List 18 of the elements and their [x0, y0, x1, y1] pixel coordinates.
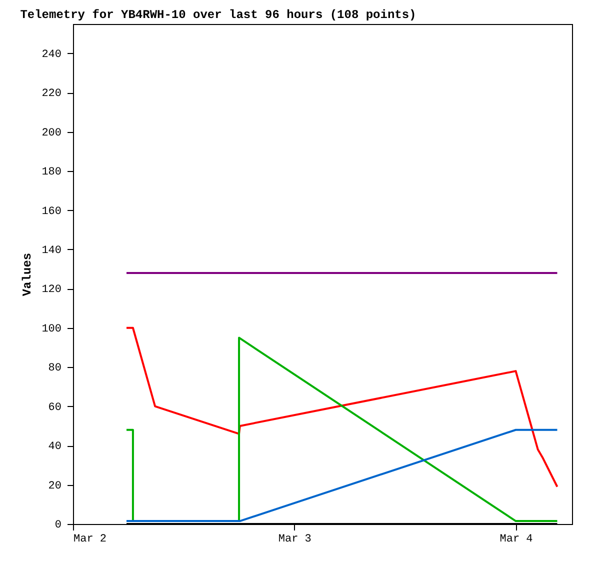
- y-tick-label: 220: [42, 88, 62, 100]
- chart-title: Telemetry for YB4RWH-10 over last 96 hours (108 points): [20, 8, 416, 22]
- y-tick-label: 60: [48, 402, 62, 414]
- y-tick-label: 140: [42, 244, 62, 257]
- y-tick-label: 120: [42, 284, 62, 296]
- y-tick-label: 100: [42, 323, 62, 336]
- y-tick-label: 160: [42, 206, 62, 218]
- y-tick-label: 20: [48, 480, 62, 492]
- y-tick-label: 40: [48, 441, 62, 454]
- y-tick-label: 0: [54, 520, 62, 532]
- y-tick-label: 180: [42, 166, 62, 179]
- x-tick-label: Mar 2: [74, 534, 107, 546]
- y-axis-title: Values: [20, 252, 35, 296]
- y-tick-label: 240: [42, 48, 62, 61]
- y-tick-label: 200: [42, 127, 62, 140]
- y-tick-label: 80: [48, 362, 62, 375]
- x-tick-label: Mar 4: [500, 534, 534, 546]
- x-tick-label: Mar 3: [278, 534, 312, 546]
